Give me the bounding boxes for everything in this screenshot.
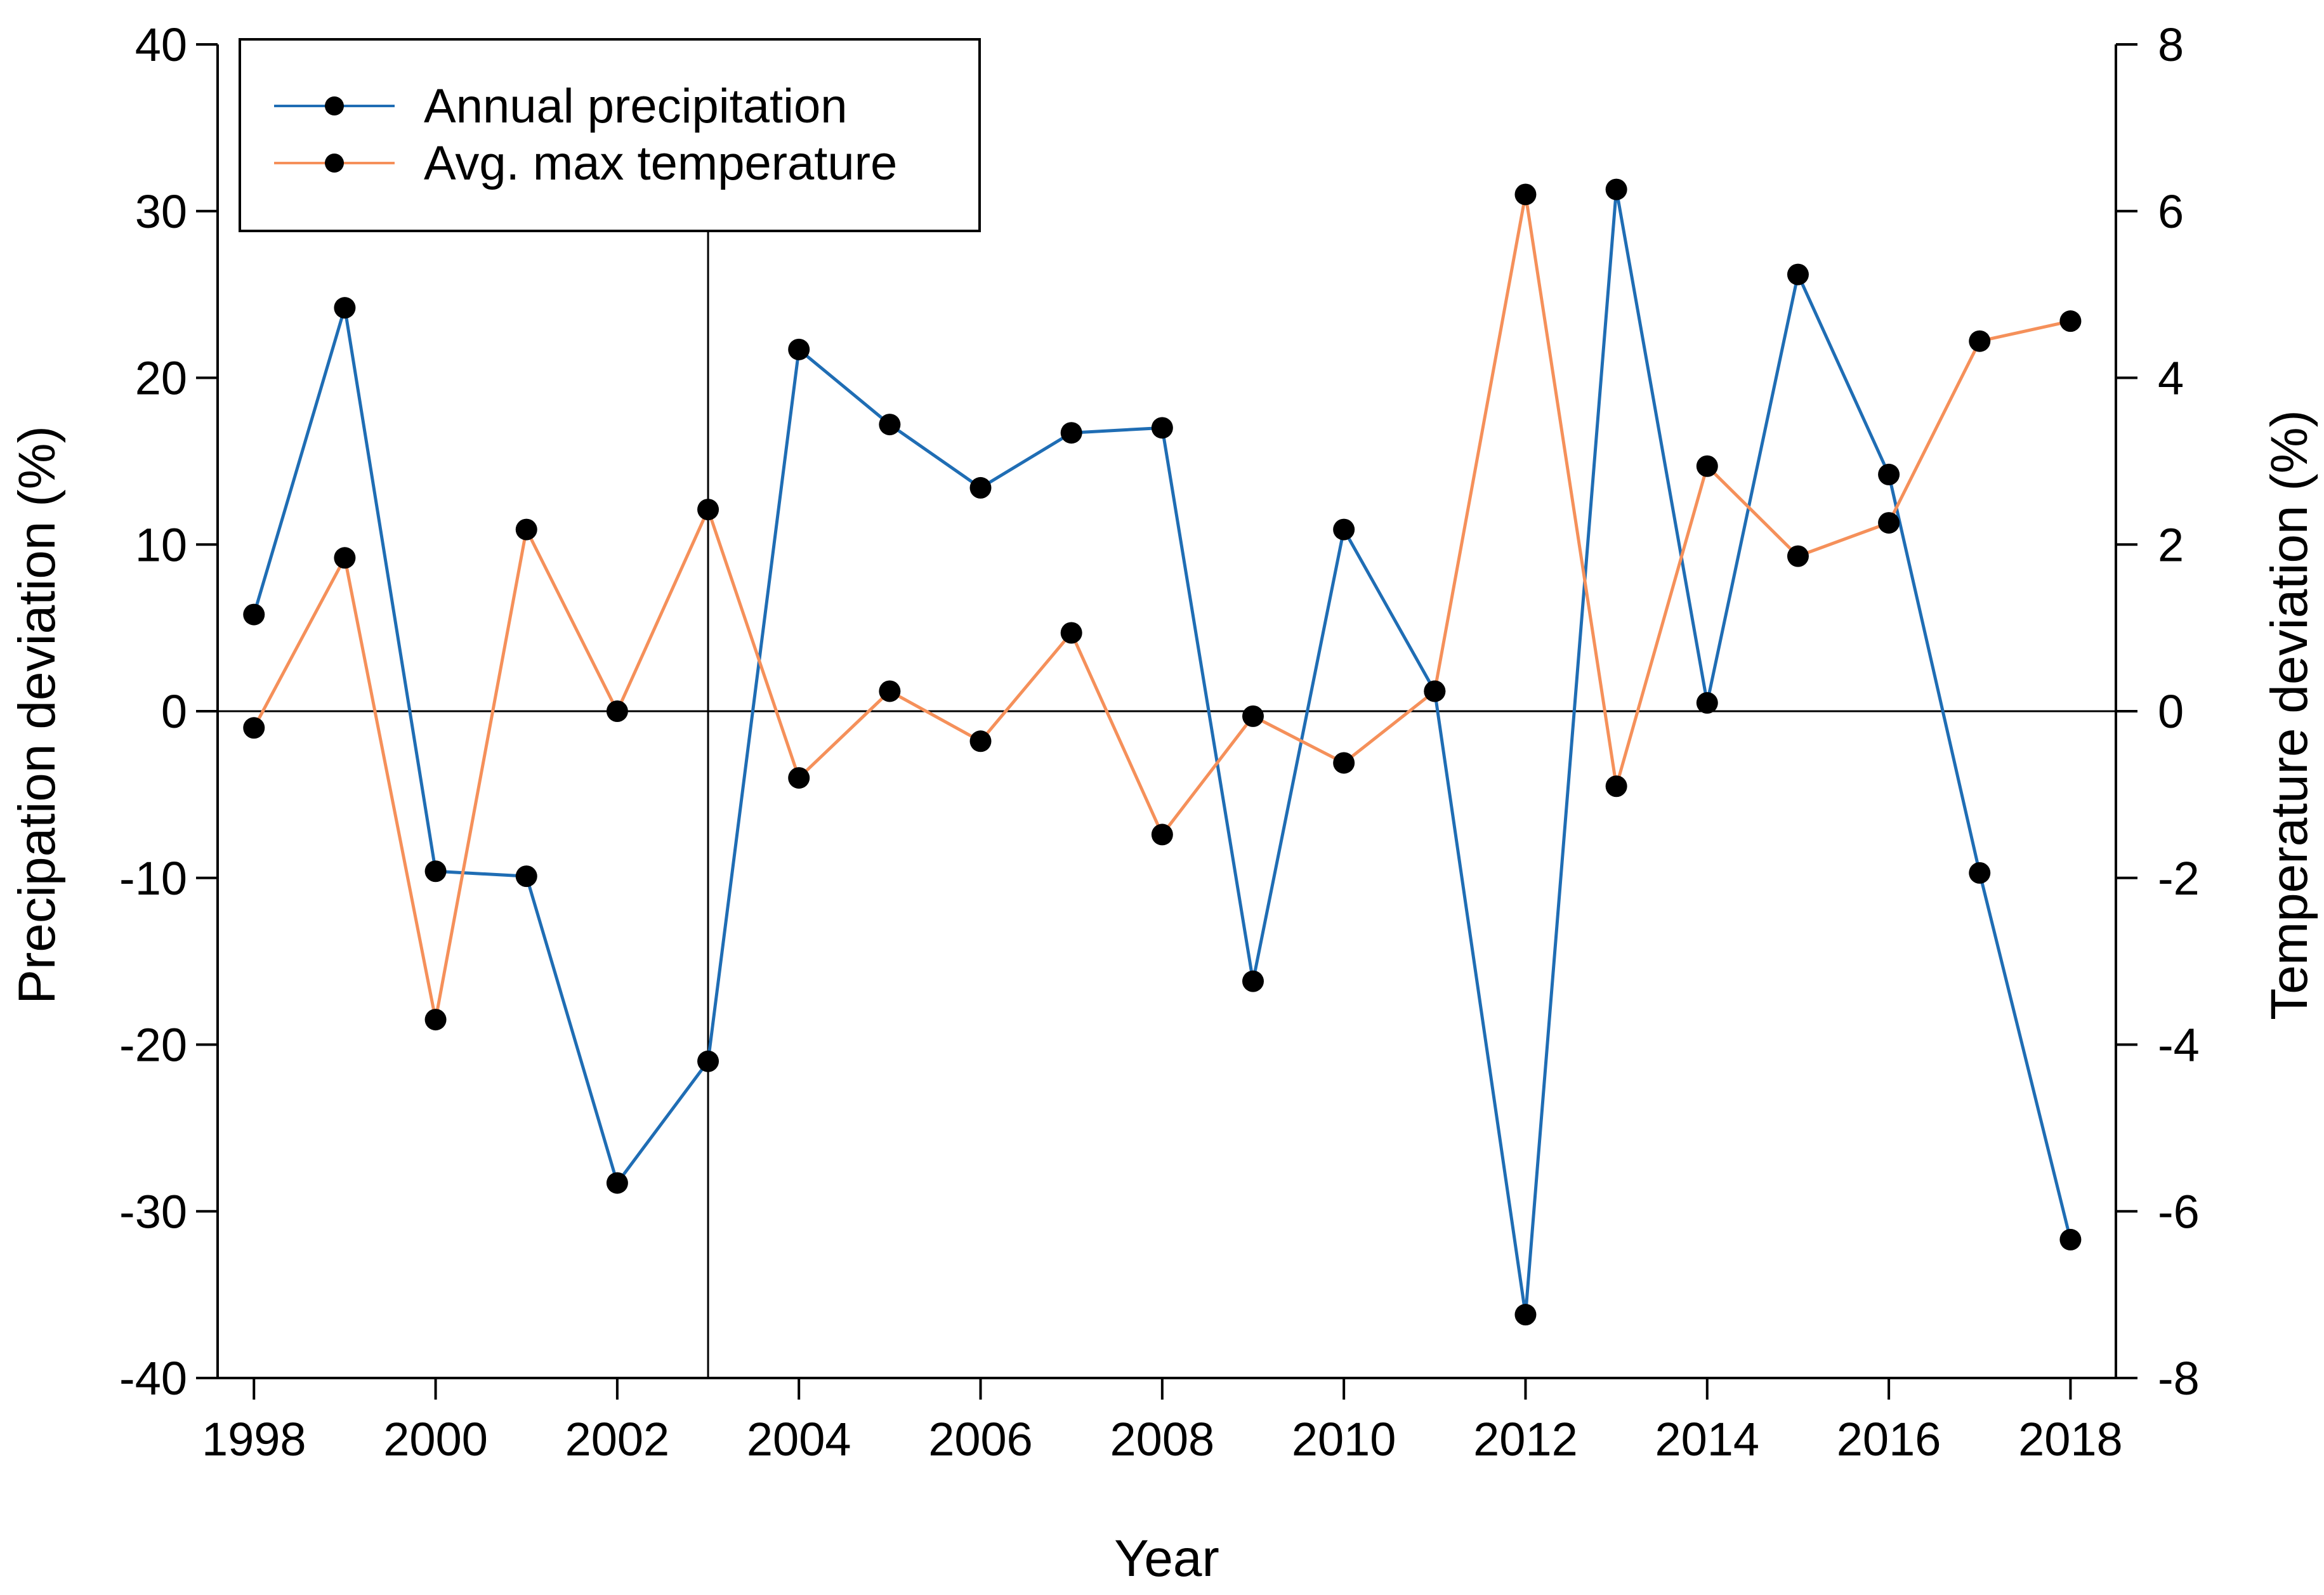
x-tick-label: 2008: [1110, 1413, 1215, 1466]
y-right-tick-label: -6: [2158, 1185, 2200, 1238]
y-left-tick-label: -40: [119, 1352, 187, 1405]
x-tick-label: 2016: [1837, 1413, 1941, 1466]
x-tick-label: 2014: [1655, 1413, 1759, 1466]
x-tick-label: 2004: [747, 1413, 851, 1466]
data-point-precipitation-2016: [1878, 463, 1900, 485]
data-point-precipitation-2000: [424, 860, 447, 883]
data-point-precipitation-2002: [606, 1172, 628, 1194]
x-tick-label: 1998: [202, 1413, 306, 1466]
data-point-temperature-2012: [1514, 183, 1537, 206]
data-point-temperature-2007: [1060, 622, 1082, 644]
data-point-temperature-2009: [1242, 705, 1264, 727]
data-point-precipitation-2009: [1242, 970, 1264, 992]
y-left-tick-label: -30: [119, 1185, 187, 1238]
data-point-temperature-2002: [606, 700, 628, 722]
axes: [196, 43, 2137, 1400]
x-axis-title: Year: [1114, 1530, 1219, 1587]
legend-label-temperature: Avg. max temperature: [424, 136, 897, 190]
data-point-temperature-2010: [1333, 752, 1355, 774]
data-point-precipitation-2018: [2059, 1228, 2082, 1250]
data-point-precipitation-2004: [788, 338, 810, 360]
x-tick-label: 2000: [383, 1413, 488, 1466]
x-tick-label: 2006: [928, 1413, 1033, 1466]
y-right-tick-label: -8: [2158, 1352, 2200, 1405]
legend: Annual precipitation Avg. max temperatur…: [239, 38, 981, 232]
y-axis-right-title: Temperature deviation (%): [2261, 410, 2318, 1020]
reference-lines: [218, 44, 2116, 1378]
data-point-temperature-2008: [1151, 824, 1173, 846]
data-point-temperature-1998: [243, 717, 265, 739]
data-point-temperature-2016: [1878, 512, 1900, 534]
data-point-temperature-2001: [515, 518, 537, 541]
y-left-tick-label: 10: [135, 518, 187, 571]
data-point-precipitation-2003: [697, 1050, 719, 1072]
series-layer: [243, 178, 2082, 1326]
y-right-tick-label: 2: [2158, 518, 2184, 571]
data-point-temperature-2014: [1696, 455, 1718, 477]
y-right-tick-label: 4: [2158, 352, 2184, 405]
data-point-precipitation-2013: [1605, 178, 1627, 200]
data-point-temperature-2003: [697, 499, 719, 521]
legend-label-precipitation: Annual precipitation: [424, 79, 848, 133]
data-point-temperature-1999: [334, 547, 356, 569]
data-point-precipitation-2001: [515, 865, 537, 888]
y-right-tick-label: -4: [2158, 1019, 2200, 1072]
data-point-precipitation-2008: [1151, 417, 1173, 439]
data-point-temperature-2013: [1605, 775, 1627, 798]
y-right-tick-label: 8: [2158, 18, 2184, 71]
data-point-precipitation-2014: [1696, 692, 1718, 714]
x-tick-label: 2010: [1292, 1413, 1396, 1466]
y-left-tick-label: 0: [161, 685, 187, 738]
y-left-tick-label: 20: [135, 352, 187, 405]
y-axis-left-title: Precipation deviation (%): [8, 426, 66, 1004]
data-point-precipitation-2012: [1514, 1304, 1537, 1326]
data-point-precipitation-2017: [1969, 862, 1991, 884]
data-point-temperature-2000: [424, 1009, 447, 1031]
data-point-temperature-2018: [2059, 310, 2082, 332]
data-point-precipitation-2007: [1060, 422, 1082, 444]
y-left-tick-label: 30: [135, 185, 187, 238]
data-point-precipitation-1998: [243, 603, 265, 626]
x-tick-label: 2002: [565, 1413, 670, 1466]
data-point-precipitation-2010: [1333, 518, 1355, 541]
legend-marker-temperature: [325, 154, 344, 173]
data-point-precipitation-2005: [879, 414, 901, 436]
data-point-precipitation-2006: [969, 476, 992, 499]
y-right-tick-label: -2: [2158, 852, 2200, 905]
y-left-tick-label: -10: [119, 852, 187, 905]
data-point-temperature-2006: [969, 730, 992, 752]
x-tick-label: 2018: [2018, 1413, 2123, 1466]
data-point-precipitation-2015: [1787, 263, 1809, 286]
y-left-tick-label: -20: [119, 1019, 187, 1072]
data-point-temperature-2015: [1787, 545, 1809, 567]
data-point-temperature-2011: [1424, 680, 1446, 702]
y-right-tick-label: 6: [2158, 185, 2184, 238]
legend-box: [239, 38, 981, 232]
y-left-tick-label: 40: [135, 18, 187, 71]
data-point-temperature-2017: [1969, 330, 1991, 352]
x-tick-label: 2012: [1473, 1413, 1578, 1466]
y-right-tick-label: 0: [2158, 685, 2184, 738]
data-point-precipitation-1999: [334, 297, 356, 319]
data-point-temperature-2005: [879, 680, 901, 702]
data-point-temperature-2004: [788, 767, 810, 789]
legend-marker-precipitation: [325, 96, 344, 115]
